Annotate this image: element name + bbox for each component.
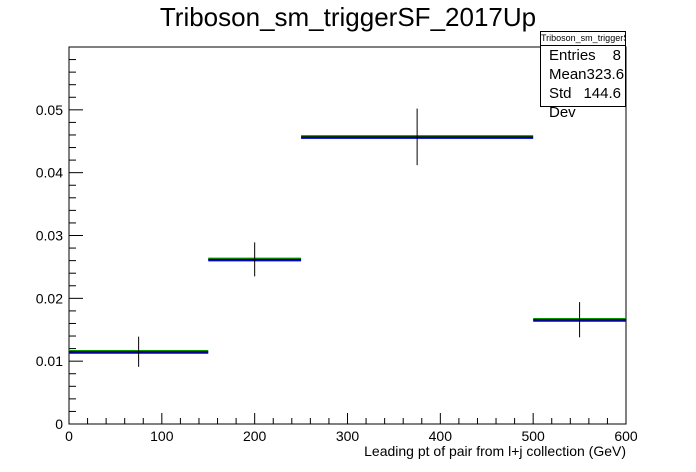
histogram-bin bbox=[208, 242, 302, 277]
x-tick-label: 300 bbox=[336, 428, 360, 444]
y-tick-label: 0.02 bbox=[36, 290, 63, 306]
x-tick-label: 400 bbox=[429, 428, 453, 444]
histogram-bin bbox=[301, 108, 534, 166]
y-tick-label: 0.01 bbox=[36, 353, 63, 369]
stats-value: 8 bbox=[612, 47, 621, 64]
y-axis: 0 0.01 0.02 0.03 0.04 0.05 bbox=[36, 46, 83, 432]
stats-value: 323.6 bbox=[586, 66, 625, 83]
y-tick-label: 0 bbox=[55, 416, 63, 432]
stats-row-mean: Mean 323.6 bbox=[541, 65, 625, 84]
chart-title: Triboson_sm_triggerSF_2017Up bbox=[159, 2, 537, 32]
stats-row-stddev: Std Dev 144.6 bbox=[541, 84, 625, 122]
x-tick-label: 500 bbox=[521, 428, 545, 444]
x-tick-label: 200 bbox=[243, 428, 267, 444]
x-axis-label: Leading pt of pair from l+j collection (… bbox=[364, 443, 626, 459]
stats-box: Triboson_sm_triggerSF_2017Up Entries 8 M… bbox=[540, 31, 626, 121]
stats-label: Mean bbox=[549, 66, 587, 83]
x-tick-label: 0 bbox=[65, 428, 73, 444]
x-tick-label: 600 bbox=[614, 428, 638, 444]
stats-row-entries: Entries 8 bbox=[541, 46, 625, 65]
x-tick-label: 100 bbox=[150, 428, 174, 444]
histogram-bins bbox=[69, 108, 626, 367]
stats-value: 144.6 bbox=[583, 85, 621, 102]
y-tick-label: 0.04 bbox=[36, 165, 63, 181]
stats-box-title: Triboson_sm_triggerSF_2017Up bbox=[541, 32, 625, 46]
y-tick-label: 0.03 bbox=[36, 228, 63, 244]
x-axis: 0 100 200 300 400 500 600 bbox=[65, 413, 638, 444]
y-tick-label: 0.05 bbox=[36, 102, 63, 118]
stats-label: Entries bbox=[549, 47, 596, 64]
histogram-bin bbox=[69, 336, 209, 367]
stats-label: Std Dev bbox=[549, 85, 576, 121]
histogram-bin bbox=[533, 302, 626, 338]
